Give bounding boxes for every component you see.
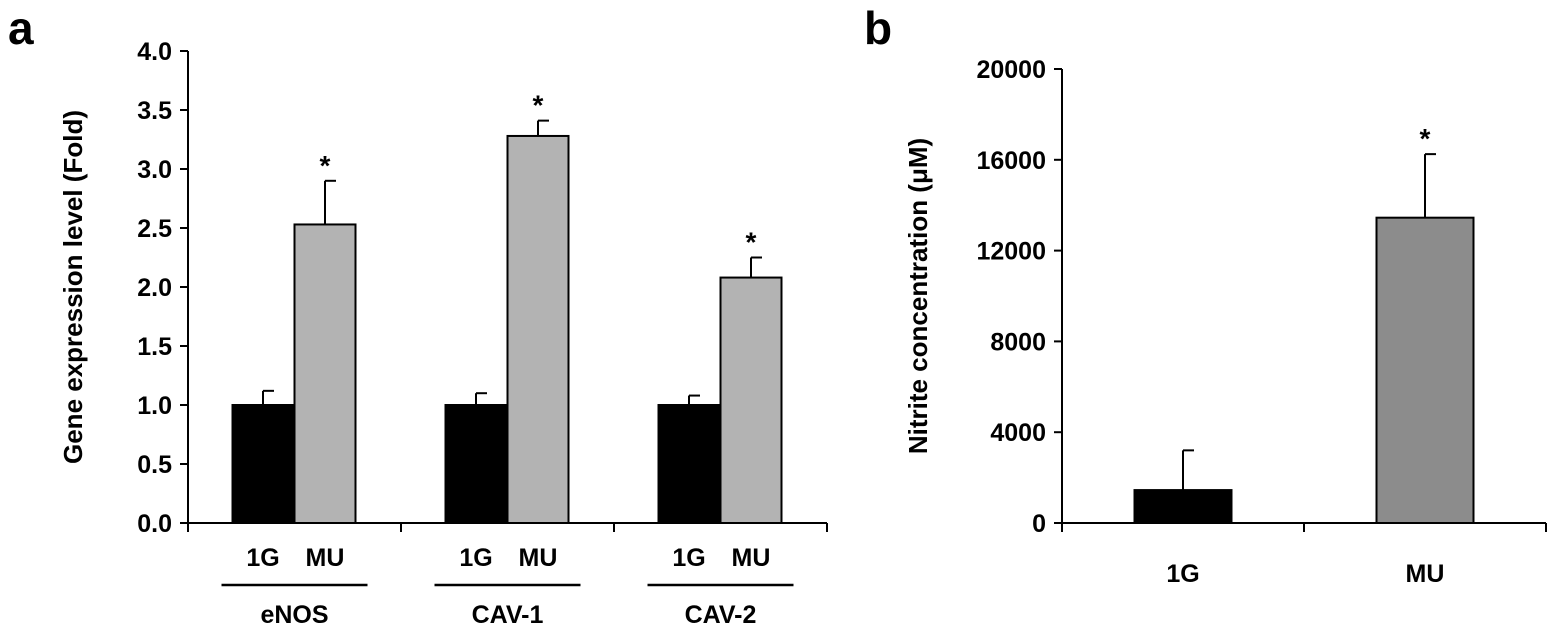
panel-a-y-tick-label: 1.0 [137,392,172,420]
panel-a-y-tick-label: 0.0 [137,510,172,538]
panel-a-category-label: 1G [246,544,279,572]
panel-a-significance-star: * [746,227,757,258]
panel-a-y-tick-label: 3.5 [137,97,172,125]
panel-a-category-label: 1G [459,544,492,572]
panel-a-y-tick-label: 1.5 [137,333,172,361]
panel-b-bar-mu [1375,216,1475,524]
panel-a-bar-mu [293,223,357,525]
panel-a-group-label: CAV-2 [685,601,757,629]
panel-b-category-label: 1G [1166,560,1199,588]
panel-a-bar-mu [719,276,783,524]
panel-a-y-tick-label: 0.5 [137,451,172,479]
panel-a-category-label: 1G [672,544,705,572]
panel-b-y-tick-label: 8000 [990,328,1046,356]
panel-a-significance-star: * [533,90,544,121]
panel-a-y-tick-label: 4.0 [137,38,172,66]
panel-b-y-tick-label: 0 [1032,510,1046,538]
panel-a-bar-1g [231,404,295,524]
panel-a-bar-1g [444,404,508,524]
panel-b-y-tick-label: 12000 [976,238,1046,266]
panel-a-category-label: MU [519,544,558,572]
panel-a-chart: 0.0 0.5 1.0 1.5 2.0 2.5 3.0 3.5 4.0 Gene expressi… [58,38,828,629]
panel-b-category-label: MU [1406,560,1445,588]
panel-b-label: b [864,2,892,54]
panel-a-y-tick-label: 3.0 [137,156,172,184]
panel-a-bar-mu [506,134,570,525]
panel-b-y-tick-label: 16000 [976,147,1046,175]
panel-a-y-tick-label: 2.5 [137,215,172,243]
panel-b-chart: 0 4000 8000 12000 16000 20000 Nitrite concentr… [903,56,1547,588]
panel-b-bar-1g [1133,489,1233,524]
panel-b-significance-star: * [1420,123,1431,154]
panel-a-label: a [8,2,34,54]
panel-a-bar-1g [657,404,721,524]
panel-a-y-axis-label: Gene expression level (Fold) [58,110,88,464]
panel-a-group-label: eNOS [260,601,328,629]
panel-a-category-label: MU [732,544,771,572]
panel-a-group-label: CAV-1 [472,601,544,629]
panel-b-y-tick-label: 4000 [990,419,1046,447]
panel-a-y-tick-label: 2.0 [137,274,172,302]
panel-a-category-label: MU [306,544,345,572]
panel-a-significance-star: * [320,150,331,181]
panel-b-y-tick-label: 20000 [976,56,1046,84]
panel-b-y-axis-label: Nitrite concentration (μM) [903,138,933,454]
